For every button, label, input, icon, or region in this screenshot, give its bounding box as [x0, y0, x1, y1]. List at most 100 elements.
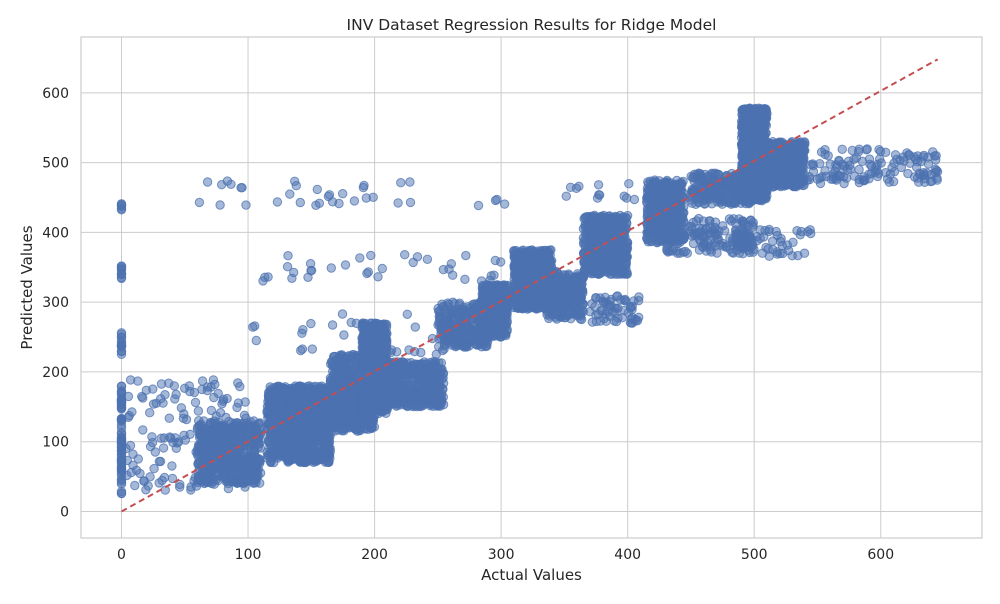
data-point — [554, 288, 562, 296]
data-point — [206, 452, 214, 460]
data-point — [301, 458, 309, 466]
data-point — [191, 398, 199, 406]
data-point — [219, 395, 227, 403]
data-point — [263, 407, 271, 415]
data-point — [275, 426, 283, 434]
data-point — [150, 464, 158, 472]
data-point — [443, 302, 451, 310]
data-point — [326, 444, 334, 452]
data-point — [233, 419, 241, 427]
data-point — [203, 433, 211, 441]
data-point — [267, 457, 275, 465]
data-point — [234, 399, 242, 407]
data-point — [146, 442, 154, 450]
data-point — [157, 434, 165, 442]
data-point — [420, 358, 428, 366]
data-point — [491, 326, 499, 334]
data-point — [198, 377, 206, 385]
data-point — [419, 401, 427, 409]
data-point — [378, 397, 386, 405]
data-point — [511, 264, 519, 272]
data-point — [481, 331, 489, 339]
data-point — [327, 357, 335, 365]
data-point — [492, 289, 500, 297]
data-point — [365, 322, 373, 330]
data-point — [165, 414, 173, 422]
data-point — [117, 382, 125, 390]
data-point — [434, 398, 442, 406]
data-point — [503, 282, 511, 290]
data-point — [366, 408, 374, 416]
data-point — [122, 444, 130, 452]
data-point — [117, 489, 125, 497]
data-point — [514, 275, 522, 283]
data-point — [398, 360, 406, 368]
data-point — [410, 402, 418, 410]
data-point — [522, 264, 530, 272]
data-point — [140, 477, 148, 485]
data-point — [499, 309, 507, 317]
data-point — [213, 432, 221, 440]
data-point — [349, 407, 357, 415]
data-point — [190, 388, 198, 396]
data-point — [520, 297, 528, 305]
data-point — [235, 475, 243, 483]
data-point — [266, 433, 274, 441]
data-point — [283, 439, 291, 447]
data-point — [361, 421, 369, 429]
data-point — [279, 447, 287, 455]
data-point — [570, 300, 578, 308]
data-point — [167, 434, 175, 442]
data-point — [473, 341, 481, 349]
data-point — [221, 472, 229, 480]
data-point — [177, 404, 185, 412]
data-point — [349, 394, 357, 402]
data-point — [383, 389, 391, 397]
data-point — [512, 250, 520, 258]
data-point — [576, 279, 584, 287]
data-point — [488, 313, 496, 321]
data-point — [532, 268, 540, 276]
data-point — [139, 426, 147, 434]
data-point — [545, 300, 553, 308]
data-point — [294, 436, 302, 444]
data-point — [149, 400, 157, 408]
data-point — [155, 479, 163, 487]
data-point — [456, 310, 464, 318]
data-point — [312, 422, 320, 430]
data-point — [129, 461, 137, 469]
data-point — [181, 436, 189, 444]
data-point — [368, 341, 376, 349]
data-point — [165, 379, 173, 387]
data-point — [351, 424, 359, 432]
data-point — [123, 471, 131, 479]
data-point — [437, 359, 445, 367]
data-point — [211, 444, 219, 452]
data-point — [179, 414, 187, 422]
data-point — [320, 454, 328, 462]
data-point — [578, 301, 586, 309]
data-point — [228, 437, 236, 445]
data-point — [252, 460, 260, 468]
data-point — [345, 362, 353, 370]
data-point — [309, 412, 317, 420]
data-point — [161, 391, 169, 399]
data-point — [296, 382, 304, 390]
data-point — [209, 476, 217, 484]
data-point — [255, 425, 263, 433]
data-point — [524, 251, 532, 259]
data-point — [327, 421, 335, 429]
data-point — [574, 292, 582, 300]
data-point — [324, 435, 332, 443]
data-point — [274, 403, 282, 411]
data-point — [131, 481, 139, 489]
data-point — [117, 270, 125, 278]
data-point — [149, 385, 157, 393]
data-point — [146, 409, 154, 417]
data-point — [544, 251, 552, 259]
data-point — [176, 483, 184, 491]
data-point — [553, 309, 561, 317]
data-point — [221, 456, 229, 464]
data-point — [233, 455, 241, 463]
data-point — [576, 309, 584, 317]
